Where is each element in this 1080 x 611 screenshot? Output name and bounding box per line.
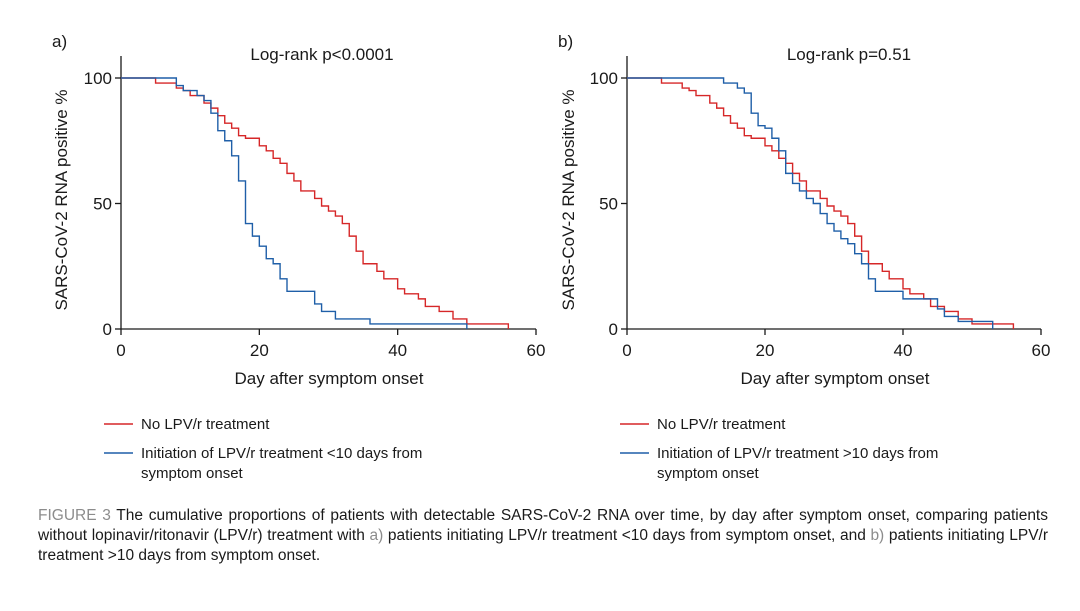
caption-ref-a: a) — [369, 527, 384, 544]
caption-label: FIGURE 3 — [38, 507, 111, 524]
legend-b-label-no-lpv: No LPV/r treatment — [657, 416, 786, 433]
panel-b-x-tick-label: 0 — [622, 341, 631, 360]
figure-caption: FIGURE 3 The cumulative proportions of p… — [38, 506, 1048, 566]
panel-b-x-tick-label: 40 — [894, 341, 913, 360]
legend-b-label-lpv: Initiation of LPV/r treatment >10 days f… — [657, 445, 938, 482]
panel-a-y-tick-label: 100 — [84, 69, 112, 88]
caption-ref-b: b) — [870, 527, 885, 544]
panel-a-y-tick-label: 50 — [93, 195, 112, 214]
panel-b: b) Log-rank p=0.51 SARS-CoV-2 RNA positi… — [558, 32, 1050, 482]
legend-a-label-no-lpv: No LPV/r treatment — [141, 416, 270, 433]
panel-a-y-tick-label: 0 — [103, 320, 112, 339]
panel-b-y-tick-label: 100 — [590, 69, 618, 88]
panel-b-series — [627, 77, 1015, 329]
panel-a-axes: 0 50 100 0 20 40 60 — [84, 56, 546, 360]
panel-b-series-no-lpv-line — [627, 77, 1015, 329]
panel-b-series-lpv-line — [627, 77, 994, 329]
caption-text-2: patients initiating LPV/r treatment <10 … — [383, 527, 871, 544]
panel-b-axes: 0 50 100 0 20 40 60 — [590, 56, 1051, 360]
panel-a-x-tick-label: 40 — [388, 341, 407, 360]
panel-a-pvalue: Log-rank p<0.0001 — [250, 45, 393, 64]
panel-a-series-no-lpv-line — [121, 77, 510, 329]
panel-b-y-tick-label: 50 — [599, 195, 618, 214]
panel-b-x-tick-label: 20 — [756, 341, 775, 360]
caption-text-1: The cumulative proportions of patients w… — [38, 507, 1048, 544]
caption-text-3: patients initiating LPV/r treatment >10 … — [38, 527, 1049, 564]
panel-a-x-tick-label: 0 — [116, 341, 125, 360]
panel-b-x-tick-label: 60 — [1032, 341, 1051, 360]
legend-a-label-lpv: Initiation of LPV/r treatment <10 days f… — [141, 445, 422, 482]
panel-a-series-lpv-line — [121, 77, 468, 329]
panel-a-series — [121, 77, 510, 329]
panel-a-ylabel: SARS-CoV-2 RNA positive % — [52, 89, 71, 310]
panel-b-label: b) — [558, 32, 573, 51]
panel-b-y-tick-label: 0 — [609, 320, 618, 339]
panel-a-label: a) — [52, 32, 67, 51]
panel-a-x-tick-label: 60 — [527, 341, 546, 360]
panel-b-pvalue: Log-rank p=0.51 — [787, 45, 911, 64]
panel-b-xlabel: Day after symptom onset — [741, 369, 930, 388]
panel-b-ylabel: SARS-CoV-2 RNA positive % — [559, 89, 578, 310]
panel-a-xlabel: Day after symptom onset — [235, 369, 424, 388]
panel-a: a) Log-rank p<0.0001 SARS-CoV-2 RNA posi… — [52, 32, 545, 482]
panel-a-x-tick-label: 20 — [250, 341, 269, 360]
